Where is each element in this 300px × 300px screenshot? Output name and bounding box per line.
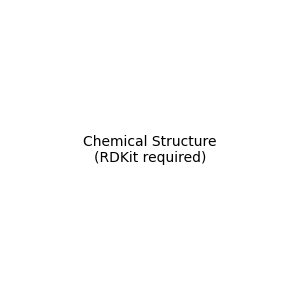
Text: Chemical Structure
(RDKit required): Chemical Structure (RDKit required) <box>83 135 217 165</box>
